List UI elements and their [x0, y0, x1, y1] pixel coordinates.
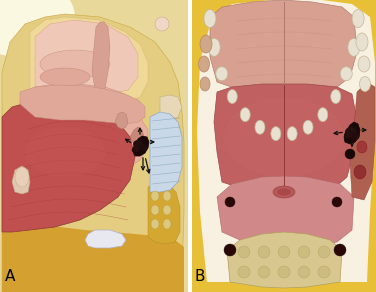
Ellipse shape	[151, 205, 159, 215]
Ellipse shape	[278, 246, 290, 258]
Ellipse shape	[287, 127, 297, 141]
Circle shape	[155, 17, 169, 31]
Polygon shape	[192, 0, 376, 292]
Ellipse shape	[227, 90, 237, 104]
Polygon shape	[20, 97, 148, 180]
Ellipse shape	[25, 127, 105, 177]
Polygon shape	[214, 84, 357, 198]
Ellipse shape	[356, 33, 368, 51]
Ellipse shape	[352, 10, 364, 27]
Ellipse shape	[318, 266, 330, 278]
Ellipse shape	[271, 127, 281, 141]
Ellipse shape	[151, 219, 159, 229]
Ellipse shape	[318, 246, 330, 258]
Polygon shape	[2, 14, 184, 292]
Polygon shape	[85, 230, 126, 248]
Ellipse shape	[151, 191, 159, 201]
Polygon shape	[12, 166, 30, 194]
Circle shape	[345, 149, 355, 159]
Polygon shape	[92, 22, 110, 94]
Ellipse shape	[331, 90, 341, 104]
Ellipse shape	[40, 68, 90, 86]
Ellipse shape	[200, 35, 212, 53]
Ellipse shape	[15, 167, 29, 187]
Polygon shape	[350, 82, 375, 200]
Ellipse shape	[359, 77, 370, 91]
Ellipse shape	[358, 56, 370, 72]
Text: B: B	[194, 269, 205, 284]
Ellipse shape	[238, 246, 250, 258]
Ellipse shape	[238, 266, 250, 278]
Ellipse shape	[277, 189, 291, 196]
Ellipse shape	[278, 266, 290, 278]
Polygon shape	[2, 100, 135, 232]
Text: A: A	[5, 269, 15, 284]
Ellipse shape	[258, 266, 270, 278]
Polygon shape	[192, 0, 376, 292]
Polygon shape	[344, 122, 360, 144]
Ellipse shape	[273, 186, 295, 198]
Ellipse shape	[0, 0, 75, 57]
Polygon shape	[0, 0, 188, 292]
Ellipse shape	[163, 205, 171, 215]
Circle shape	[225, 197, 235, 207]
Circle shape	[224, 244, 236, 256]
Ellipse shape	[298, 266, 310, 278]
Polygon shape	[210, 0, 357, 92]
Ellipse shape	[298, 246, 310, 258]
Ellipse shape	[139, 143, 147, 150]
Polygon shape	[2, 224, 184, 292]
Polygon shape	[150, 112, 182, 192]
Ellipse shape	[345, 127, 357, 137]
Ellipse shape	[163, 191, 171, 201]
Polygon shape	[30, 17, 148, 107]
Polygon shape	[132, 136, 149, 156]
Ellipse shape	[132, 146, 139, 152]
Polygon shape	[160, 150, 182, 174]
Polygon shape	[217, 176, 354, 250]
Polygon shape	[115, 112, 128, 129]
Ellipse shape	[240, 108, 250, 122]
Ellipse shape	[350, 132, 359, 140]
Polygon shape	[160, 122, 182, 146]
Polygon shape	[160, 95, 182, 119]
Ellipse shape	[40, 50, 110, 78]
Ellipse shape	[204, 10, 216, 27]
Ellipse shape	[133, 140, 143, 148]
Polygon shape	[35, 20, 138, 95]
Circle shape	[334, 244, 346, 256]
Ellipse shape	[224, 97, 344, 177]
Polygon shape	[148, 182, 180, 244]
Ellipse shape	[199, 56, 209, 72]
Ellipse shape	[163, 219, 171, 229]
Ellipse shape	[318, 108, 328, 122]
Ellipse shape	[340, 67, 352, 81]
Ellipse shape	[200, 77, 210, 91]
Ellipse shape	[344, 131, 352, 138]
Polygon shape	[35, 84, 130, 104]
Polygon shape	[227, 232, 342, 288]
Polygon shape	[130, 127, 144, 147]
Ellipse shape	[255, 120, 265, 134]
Circle shape	[332, 197, 342, 207]
Ellipse shape	[258, 246, 270, 258]
Ellipse shape	[216, 67, 228, 81]
Polygon shape	[20, 85, 145, 124]
Ellipse shape	[354, 165, 366, 179]
Ellipse shape	[348, 38, 360, 56]
Ellipse shape	[357, 141, 367, 153]
Ellipse shape	[303, 120, 313, 134]
Polygon shape	[197, 0, 375, 282]
Ellipse shape	[208, 38, 220, 56]
